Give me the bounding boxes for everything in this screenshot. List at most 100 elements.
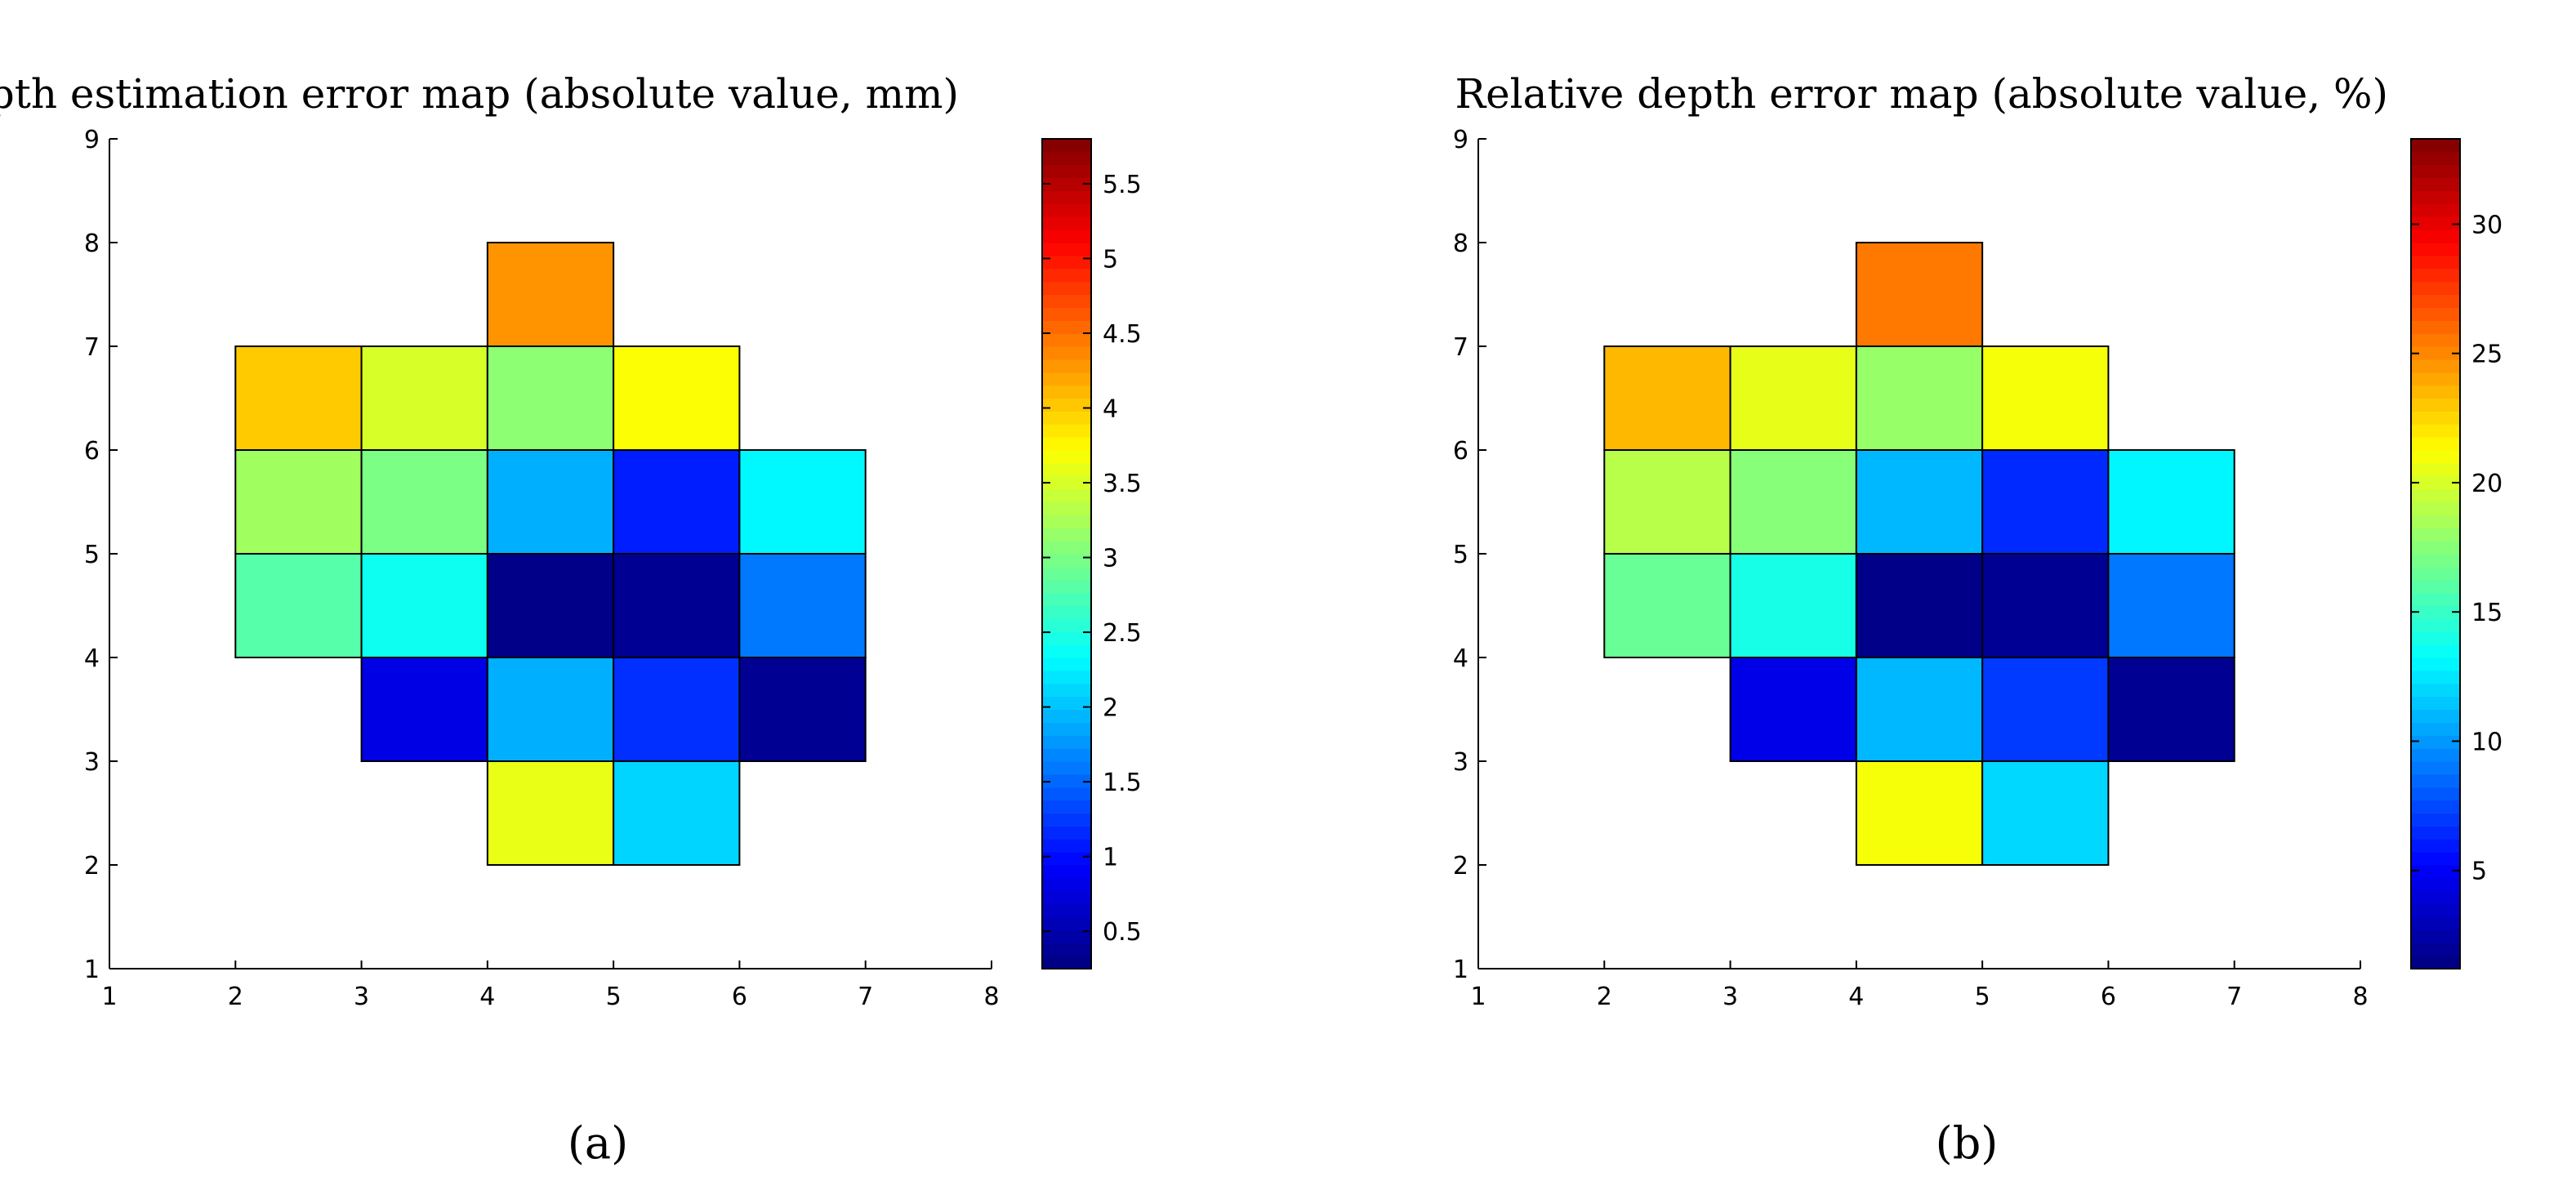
colorbar-band <box>2411 294 2460 308</box>
colorbar-band <box>1042 528 1091 542</box>
colorbar-band <box>2411 929 2460 943</box>
heatmap-cell <box>1603 449 1731 555</box>
x-tick-label: 7 <box>2226 983 2242 1011</box>
heatmap-cell <box>1603 553 1731 658</box>
heatmap-cell <box>486 345 615 451</box>
heatmap-cell <box>1855 345 1984 451</box>
colorbar-band <box>2411 877 2460 892</box>
heatmap-cell <box>738 657 867 762</box>
colorbar-band <box>2411 709 2460 723</box>
y-tick-label: 6 <box>84 437 100 466</box>
colorbar-band <box>1042 865 1091 879</box>
heatmap-cell <box>613 553 741 658</box>
colorbar-frame <box>1041 138 1092 969</box>
colorbar-band <box>1042 372 1091 386</box>
colorbar-band <box>2411 528 2460 542</box>
colorbar-band <box>1042 203 1091 217</box>
colorbar-band <box>1042 592 1091 607</box>
colorbar-band <box>2411 852 2460 866</box>
colorbar-tick-label: 20 <box>2471 470 2502 498</box>
heatmap-cell <box>486 760 615 866</box>
colorbar-band <box>2411 424 2460 438</box>
colorbar-band <box>2411 359 2460 373</box>
colorbar-band <box>2411 372 2460 386</box>
colorbar-band <box>2411 177 2460 192</box>
colorbar-band <box>2411 865 2460 879</box>
heatmap-cell <box>738 553 867 658</box>
y-tick-label: 7 <box>84 333 100 362</box>
colorbar-band <box>2411 773 2460 788</box>
colorbar-band <box>1042 424 1091 438</box>
colorbar-band <box>1042 773 1091 788</box>
colorbar-band <box>2411 566 2460 581</box>
colorbar-band <box>1042 813 1091 827</box>
colorbar-band <box>2411 190 2460 204</box>
colorbar-tick-label: 1.5 <box>1103 769 1142 797</box>
colorbar-band <box>1042 268 1091 283</box>
colorbar-tick-label: 30 <box>2471 211 2502 239</box>
subfigure-caption: (a) <box>568 1117 628 1169</box>
heatmap-cell <box>1981 553 2110 658</box>
colorbar-tick-label: 25 <box>2471 341 2502 369</box>
colorbar-band <box>1042 437 1091 451</box>
y-tick-label: 9 <box>1453 126 1468 154</box>
colorbar-tick-label: 3 <box>1103 545 1118 573</box>
heatmap-cell <box>2107 657 2235 762</box>
colorbar-band <box>1042 566 1091 581</box>
heatmap-cell <box>1981 345 2110 451</box>
colorbar-band <box>2411 307 2460 321</box>
colorbar-band <box>2411 800 2460 814</box>
colorbar-band <box>1042 230 1091 243</box>
colorbar-band <box>1042 462 1091 477</box>
y-tick-label: 5 <box>84 541 100 569</box>
heatmap-cell <box>613 449 741 555</box>
heatmap-cell <box>1855 449 1984 555</box>
colorbar-band <box>1042 398 1091 412</box>
heatmap-cell <box>1729 553 1857 658</box>
x-tick-label: 3 <box>1723 983 1738 1011</box>
colorbar-band <box>2411 320 2460 334</box>
colorbar-band <box>1042 631 1091 645</box>
colorbar-band <box>2411 151 2460 166</box>
colorbar-band <box>2411 579 2460 594</box>
colorbar-band <box>1042 735 1091 749</box>
colorbar-band <box>1042 475 1091 490</box>
colorbar-band <box>1042 488 1091 503</box>
x-tick-label: 8 <box>983 983 999 1011</box>
colorbar-band <box>1042 320 1091 334</box>
heatmap-panel-b: Relative depth error map (absolute value… <box>1453 70 2502 1169</box>
colorbar-band <box>1042 748 1091 762</box>
colorbar-band <box>2411 139 2460 153</box>
heatmap-cell <box>486 242 615 347</box>
colorbar-band <box>1042 281 1091 296</box>
y-tick-label: 3 <box>84 748 100 777</box>
colorbar-band <box>1042 696 1091 711</box>
subfigure-caption: (b) <box>1936 1117 1999 1169</box>
heatmap-cell <box>1729 345 1857 451</box>
x-tick-label: 7 <box>858 983 873 1011</box>
colorbar-band <box>1042 164 1091 179</box>
colorbar-band <box>2411 385 2460 399</box>
colorbar-band <box>1042 722 1091 736</box>
heatmap-cell <box>234 345 363 451</box>
x-tick-label: 1 <box>1470 983 1486 1011</box>
colorbar-band <box>1042 151 1091 166</box>
colorbar-band <box>2411 268 2460 283</box>
colorbar-band <box>1042 903 1091 918</box>
x-tick-label: 3 <box>354 983 369 1011</box>
heatmap-cell <box>234 449 363 555</box>
colorbar-band <box>2411 501 2460 515</box>
colorbar-band <box>2411 255 2460 270</box>
colorbar-band <box>2411 657 2460 671</box>
colorbar-band <box>1042 709 1091 723</box>
colorbar-tick-label: 5 <box>2471 858 2487 886</box>
colorbar-band <box>2411 956 2460 969</box>
y-tick-label: 3 <box>1453 748 1468 777</box>
colorbar-band <box>1042 787 1091 801</box>
colorbar-band <box>1042 359 1091 373</box>
colorbar-tick-label: 0.5 <box>1103 918 1142 947</box>
colorbar-band <box>1042 255 1091 270</box>
colorbar-band <box>2411 826 2460 840</box>
colorbar-tick-label: 5.5 <box>1103 171 1142 199</box>
